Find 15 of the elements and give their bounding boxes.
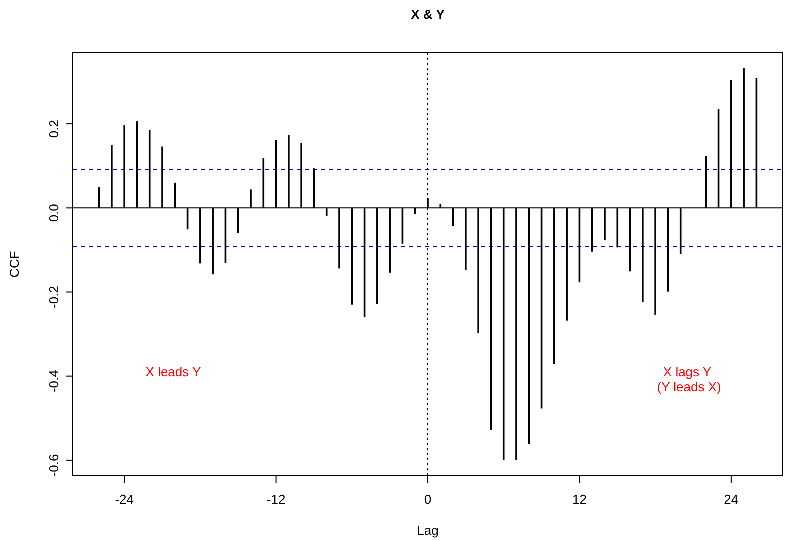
- x-axis-title: Lag: [417, 523, 439, 538]
- y-tick-label: -0.6: [46, 454, 62, 477]
- x-tick-label: -12: [266, 492, 286, 508]
- y-axis-title: CCF: [7, 251, 22, 278]
- chart-title: X & Y: [411, 7, 446, 22]
- x-tick-label: 24: [724, 492, 739, 508]
- y-tick-label: 0.0: [46, 204, 62, 222]
- y-tick-label: -0.4: [46, 370, 62, 393]
- annotation: X lags Y (Y leads X): [654, 364, 722, 394]
- y-tick-label: -0.2: [46, 286, 62, 308]
- x-tick-label: 0: [424, 492, 432, 508]
- annotation: X leads Y: [146, 364, 202, 380]
- x-tick-label: 12: [572, 492, 587, 508]
- x-tick-label: -24: [115, 492, 134, 508]
- y-tick-label: 0.2: [46, 120, 62, 138]
